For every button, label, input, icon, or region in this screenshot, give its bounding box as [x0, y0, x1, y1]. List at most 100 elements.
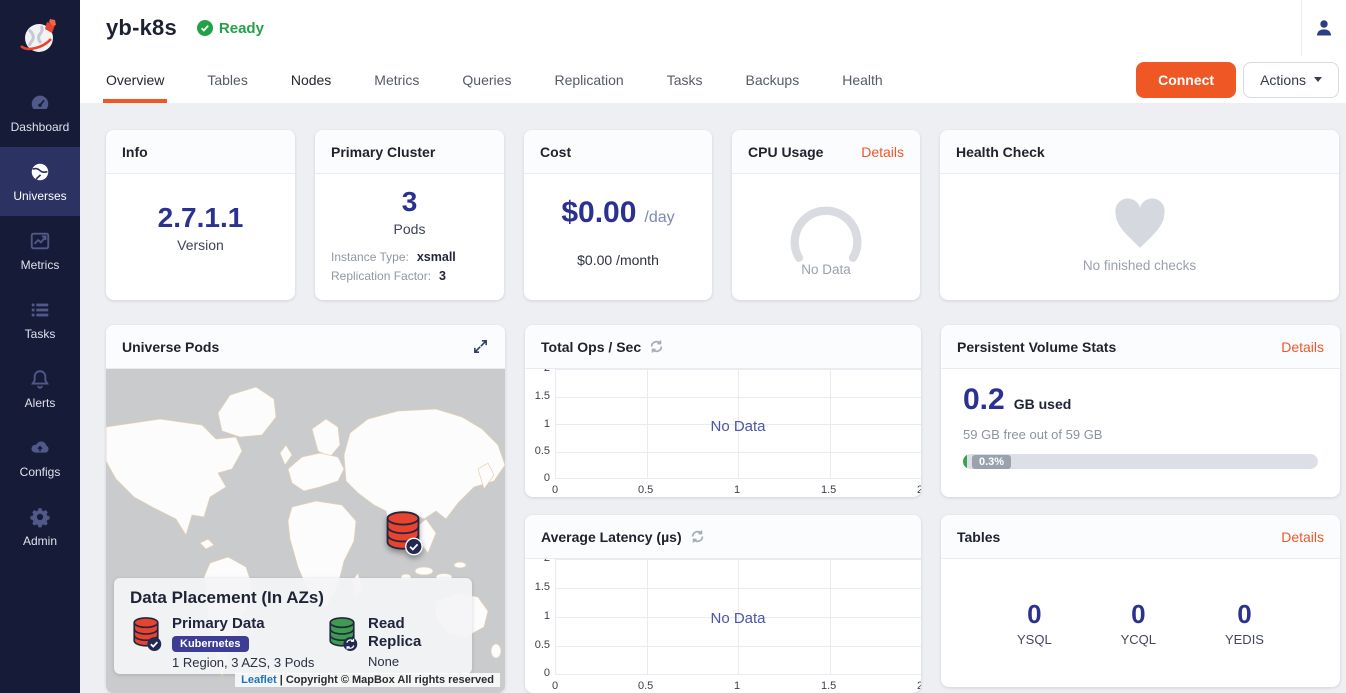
read-replica-entry: Read Replica None — [326, 615, 456, 670]
sidebar-item-universes[interactable]: Universes — [0, 147, 80, 216]
tab-health[interactable]: Health — [842, 71, 883, 88]
ycql-count: 0 — [1131, 599, 1146, 629]
world-map[interactable]: Data Placement (In AZs) — [106, 369, 505, 693]
primary-data-label: Primary Data — [172, 615, 265, 632]
tab-replication[interactable]: Replication — [554, 71, 624, 88]
pvs-details-link[interactable]: Details — [1281, 338, 1324, 355]
check-badge-icon — [405, 537, 423, 556]
primary-cluster-header: Primary Cluster — [315, 130, 504, 174]
alerts-icon — [29, 368, 51, 390]
tables-details-link[interactable]: Details — [1281, 528, 1324, 545]
yedis-label: YEDIS — [1224, 632, 1264, 647]
sidebar-item-tasks[interactable]: Tasks — [0, 285, 80, 354]
user-menu-button[interactable] — [1302, 18, 1346, 38]
tab-nodes[interactable]: Nodes — [290, 71, 332, 88]
tab-overview[interactable]: Overview — [102, 56, 168, 103]
actions-button-label: Actions — [1260, 71, 1306, 88]
sidebar-item-label: Admin — [22, 533, 57, 548]
ready-check-icon — [196, 20, 213, 36]
tables-card-body: 0 YSQL 0 YCQL 0 YEDIS — [941, 559, 1340, 687]
axis-tick: 2 — [917, 484, 921, 496]
pods-label: Pods — [393, 221, 426, 237]
summary-cards-row: Info 2.7.1.1 Version Primary Cluster 3 P… — [106, 130, 1346, 300]
cpu-usage-card: CPU Usage Details No Data — [732, 130, 920, 300]
axis-tick: 2 — [525, 559, 550, 564]
database-icon-replica — [326, 615, 358, 670]
yedis-stat: 0 YEDIS — [1225, 599, 1264, 647]
primary-cluster-body: 3 Pods Instance Type: xsmall Replication … — [315, 174, 504, 300]
charts-column: Total Ops / Sec — [525, 325, 921, 693]
leaflet-link[interactable]: Leaflet — [241, 674, 277, 686]
primary-cluster-card: Primary Cluster 3 Pods Instance Type: xsm… — [315, 130, 504, 300]
sidebar-item-metrics[interactable]: Metrics — [0, 216, 80, 285]
actions-button[interactable]: Actions — [1243, 61, 1339, 98]
axis-tick: 1 — [734, 484, 741, 496]
avg-latency-chart: 2 1.5 1 0.5 0 0 0.5 1 1.5 2 No Data — [525, 559, 921, 693]
tab-tasks[interactable]: Tasks — [666, 71, 703, 88]
gb-used-value: 0.2 — [963, 383, 1005, 416]
refresh-icon[interactable] — [649, 339, 664, 354]
health-check-card: Health Check No finished checks — [940, 130, 1339, 300]
sidebar-item-label: Tasks — [24, 326, 56, 341]
tab-metrics[interactable]: Metrics — [374, 71, 420, 88]
sidebar-item-admin[interactable]: Admin — [0, 492, 80, 561]
tables-card-title: Tables — [957, 528, 1001, 545]
connect-button[interactable]: Connect — [1136, 61, 1237, 98]
plot-area — [555, 369, 921, 479]
primary-data-entry: Primary Data Kubernetes 1 Region, 3 AZS,… — [130, 615, 326, 670]
sidebar-item-label: Dashboard — [10, 119, 70, 134]
ycql-label: YCQL — [1120, 632, 1157, 647]
map-copyright-text: | Copyright © MapBox All rights reserved — [279, 674, 494, 686]
ysql-label: YSQL — [1017, 632, 1052, 647]
admin-icon — [29, 506, 51, 528]
tables-card-header: Tables Details — [941, 515, 1340, 559]
overview-content: Info 2.7.1.1 Version Primary Cluster 3 P… — [80, 103, 1346, 693]
expand-icon[interactable] — [472, 338, 489, 355]
axis-tick: 1.5 — [534, 390, 550, 402]
ycql-stat: 0 YCQL — [1121, 599, 1156, 647]
tab-backups[interactable]: Backups — [745, 71, 800, 88]
titlebar-divider — [1301, 0, 1302, 56]
instance-type-value: xsmall — [416, 250, 456, 264]
cost-card-title: Cost — [540, 143, 572, 160]
universe-title: yb-k8s — [106, 15, 177, 40]
cost-card-body: $0.00 /day $0.00 /month — [524, 174, 712, 300]
tab-actions: Connect Actions — [1136, 56, 1339, 103]
sidebar-item-dashboard[interactable]: Dashboard — [0, 78, 80, 147]
status-badge: Ready — [196, 20, 264, 37]
sidebar-item-alerts[interactable]: Alerts — [0, 354, 80, 423]
axis-tick: 2 — [525, 369, 550, 374]
tasks-icon — [29, 299, 51, 321]
cost-monthly-value: $0.00 /month — [577, 252, 659, 268]
axis-tick: 0 — [552, 680, 559, 692]
plot-area — [555, 559, 921, 675]
axis-tick: 1.5 — [821, 680, 837, 692]
detail-cards-row: Universe Pods — [106, 325, 1346, 693]
refresh-icon[interactable] — [690, 529, 705, 544]
map-marker-database-icon[interactable] — [383, 507, 423, 557]
health-empty-text: No finished checks — [1082, 258, 1197, 273]
sidebar-item-configs[interactable]: Configs — [0, 423, 80, 492]
avg-latency-header: Average Latency (µs) — [525, 515, 921, 559]
cpu-details-link[interactable]: Details — [861, 143, 904, 160]
sidebar-item-label: Configs — [19, 464, 61, 479]
info-card-title: Info — [122, 143, 148, 160]
total-ops-no-data: No Data — [710, 417, 766, 435]
replication-factor-value: 3 — [439, 269, 446, 283]
usage-percent-badge: 0.3% — [972, 454, 1012, 469]
health-check-header: Health Check — [940, 130, 1339, 174]
axis-tick: 0.5 — [534, 639, 550, 651]
health-check-title: Health Check — [956, 143, 1045, 160]
tab-queries[interactable]: Queries — [462, 71, 512, 88]
info-card: Info 2.7.1.1 Version — [106, 130, 295, 300]
tab-tables[interactable]: Tables — [207, 71, 248, 88]
pods-count: 3 — [401, 186, 418, 217]
instance-type-row: Instance Type: xsmall — [331, 250, 488, 264]
tables-card: Tables Details 0 YSQL 0 YCQL — [941, 515, 1340, 687]
kubernetes-badge: Kubernetes — [172, 636, 249, 652]
app-logo[interactable] — [0, 0, 80, 78]
avg-latency-no-data: No Data — [710, 609, 766, 627]
stats-column: Persistent Volume Stats Details 0.2 GB u… — [941, 325, 1340, 693]
main-area: yb-k8s Ready Overv — [80, 0, 1346, 693]
axis-tick: 0.5 — [638, 680, 654, 692]
